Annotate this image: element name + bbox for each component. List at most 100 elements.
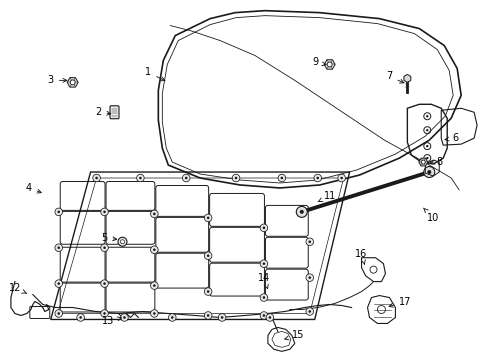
Circle shape <box>305 274 313 282</box>
Text: 4: 4 <box>26 183 41 193</box>
Circle shape <box>79 316 82 319</box>
Circle shape <box>153 212 155 215</box>
Circle shape <box>204 312 211 319</box>
Circle shape <box>153 248 155 251</box>
Polygon shape <box>324 60 334 69</box>
Text: 2: 2 <box>95 107 110 117</box>
Polygon shape <box>403 75 410 82</box>
Circle shape <box>280 177 283 179</box>
Polygon shape <box>418 158 427 166</box>
Circle shape <box>101 280 108 287</box>
Circle shape <box>57 312 60 315</box>
Circle shape <box>423 167 434 177</box>
Text: 6: 6 <box>444 133 457 143</box>
Circle shape <box>425 115 427 117</box>
Circle shape <box>101 310 108 317</box>
Circle shape <box>101 208 108 216</box>
Text: 13: 13 <box>102 316 121 327</box>
Circle shape <box>70 80 75 85</box>
Circle shape <box>260 294 267 301</box>
Circle shape <box>262 296 264 299</box>
Text: 3: 3 <box>48 75 67 85</box>
Circle shape <box>123 316 125 319</box>
Circle shape <box>221 316 223 319</box>
Circle shape <box>234 177 237 179</box>
Text: 9: 9 <box>312 58 325 67</box>
Circle shape <box>218 314 225 321</box>
Circle shape <box>204 252 211 260</box>
Circle shape <box>184 177 187 179</box>
Circle shape <box>121 314 128 321</box>
Circle shape <box>103 312 105 315</box>
Circle shape <box>299 210 303 214</box>
Circle shape <box>316 177 318 179</box>
Circle shape <box>232 174 239 182</box>
Circle shape <box>168 314 176 321</box>
Circle shape <box>262 226 264 229</box>
Text: 14: 14 <box>257 273 269 289</box>
Circle shape <box>308 240 310 243</box>
Circle shape <box>153 284 155 287</box>
Circle shape <box>139 177 142 179</box>
Text: 16: 16 <box>355 249 367 264</box>
Text: 5: 5 <box>101 233 117 243</box>
Text: 8: 8 <box>429 157 442 167</box>
Circle shape <box>262 262 264 265</box>
Text: 12: 12 <box>9 283 26 293</box>
Circle shape <box>268 316 271 319</box>
Circle shape <box>425 145 427 147</box>
Circle shape <box>204 288 211 295</box>
Text: 17: 17 <box>388 297 411 307</box>
Circle shape <box>204 214 211 222</box>
Circle shape <box>150 282 158 289</box>
Circle shape <box>150 246 158 253</box>
Circle shape <box>57 247 60 249</box>
Circle shape <box>265 314 273 321</box>
Circle shape <box>421 160 425 164</box>
Circle shape <box>427 170 430 174</box>
Circle shape <box>136 174 144 182</box>
Circle shape <box>77 314 84 321</box>
Circle shape <box>118 237 127 246</box>
Circle shape <box>425 157 427 159</box>
Circle shape <box>260 312 267 319</box>
Circle shape <box>206 290 209 293</box>
Text: 1: 1 <box>145 67 164 81</box>
Circle shape <box>296 206 306 217</box>
Circle shape <box>55 208 62 216</box>
Circle shape <box>55 310 62 317</box>
Circle shape <box>308 276 310 279</box>
Circle shape <box>55 244 62 252</box>
Circle shape <box>313 174 321 182</box>
Circle shape <box>171 316 173 319</box>
Circle shape <box>101 244 108 252</box>
Circle shape <box>182 174 190 182</box>
Text: 11: 11 <box>318 191 335 202</box>
Circle shape <box>57 282 60 285</box>
Text: 7: 7 <box>386 71 403 83</box>
Circle shape <box>57 211 60 213</box>
Circle shape <box>260 224 267 231</box>
Circle shape <box>326 62 331 67</box>
Circle shape <box>262 314 264 317</box>
Circle shape <box>206 217 209 219</box>
Circle shape <box>260 260 267 267</box>
Circle shape <box>153 312 155 315</box>
FancyBboxPatch shape <box>110 106 119 119</box>
Circle shape <box>308 310 310 313</box>
Circle shape <box>93 174 100 182</box>
Circle shape <box>337 174 345 182</box>
Circle shape <box>120 240 124 244</box>
Circle shape <box>55 280 62 287</box>
Circle shape <box>305 308 313 315</box>
Circle shape <box>95 177 98 179</box>
Circle shape <box>150 210 158 218</box>
Circle shape <box>103 247 105 249</box>
Circle shape <box>305 238 313 246</box>
Circle shape <box>103 282 105 285</box>
Circle shape <box>425 129 427 131</box>
Text: 15: 15 <box>284 330 304 341</box>
Circle shape <box>103 211 105 213</box>
Polygon shape <box>67 78 78 87</box>
Text: 10: 10 <box>423 208 439 223</box>
